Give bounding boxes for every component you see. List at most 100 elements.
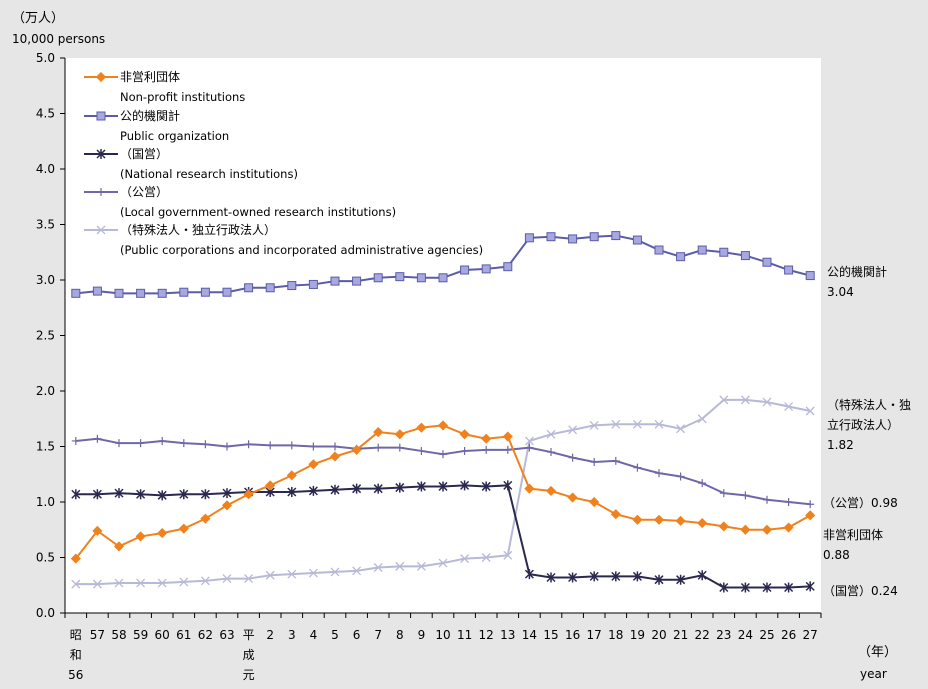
legend-label: （公営） <box>120 185 168 199</box>
data-point <box>697 518 708 529</box>
data-point <box>157 528 168 539</box>
data-point <box>352 276 362 286</box>
data-point <box>395 443 404 452</box>
x-axis-label-jp: （年） <box>858 645 897 660</box>
data-point <box>805 406 815 416</box>
data-point <box>719 582 729 593</box>
data-point <box>222 488 232 499</box>
data-point <box>330 276 340 286</box>
data-point <box>439 450 447 459</box>
data-point <box>460 480 470 491</box>
data-point <box>352 566 362 576</box>
data-point <box>373 563 383 572</box>
data-point <box>589 232 599 242</box>
data-point <box>503 480 513 491</box>
x-tick-label: 15 <box>543 628 558 642</box>
x-tick-label: 23 <box>716 628 731 642</box>
data-point <box>784 402 794 411</box>
x-tick-label: 16 <box>565 628 580 642</box>
end-label-public-total-value: 3.04 <box>827 285 854 299</box>
data-point <box>113 541 125 552</box>
data-point <box>287 487 297 498</box>
legend-label-en: (Local government-owned research institu… <box>120 205 396 219</box>
data-point <box>71 579 81 589</box>
data-point <box>157 578 167 588</box>
data-point <box>741 491 750 500</box>
data-point <box>632 419 642 429</box>
data-point <box>589 496 600 508</box>
data-point <box>438 558 448 568</box>
data-point <box>93 434 102 443</box>
data-point <box>460 265 470 275</box>
x-tick-label: 12 <box>479 628 494 642</box>
x-tick-label: 62 <box>198 628 213 642</box>
y-tick-label: 4.5 <box>36 107 55 121</box>
data-point <box>287 281 297 291</box>
data-point <box>265 283 275 293</box>
data-point <box>633 463 642 472</box>
data-point <box>136 439 145 448</box>
data-point <box>806 500 815 509</box>
data-point <box>178 523 189 534</box>
data-point <box>762 582 772 593</box>
data-point <box>546 572 556 583</box>
data-point <box>805 510 816 521</box>
data-point <box>114 288 124 298</box>
data-point <box>200 576 210 586</box>
data-point <box>719 395 729 405</box>
data-point <box>676 472 685 481</box>
data-point <box>244 283 254 293</box>
data-point <box>287 441 296 450</box>
data-point <box>373 273 383 283</box>
data-point <box>568 453 577 462</box>
data-point <box>286 470 297 481</box>
data-point <box>92 579 102 589</box>
legend: 非営利団体 Non-profit institutions 公的機関計 Public … <box>84 70 483 257</box>
data-point <box>92 286 102 296</box>
y-tick-label: 3.0 <box>36 273 55 287</box>
x-tick-label: 平 <box>243 628 255 642</box>
data-point <box>200 489 210 500</box>
data-point <box>92 525 103 536</box>
series-0 <box>70 420 816 564</box>
data-point <box>761 524 773 535</box>
x-tick-label: 26 <box>781 628 796 642</box>
x-tick-label: 61 <box>176 628 191 642</box>
data-point <box>632 235 642 245</box>
end-labels: 公的機関計 3.04 （特殊法人・独 立行政法人） 1.82 （公営）0.98 … <box>823 264 911 598</box>
data-point <box>459 429 470 440</box>
end-label-nonprofit-name: 非営利団体 <box>823 528 883 542</box>
data-point <box>676 574 686 585</box>
data-point <box>416 561 426 571</box>
x-tick-label: 8 <box>396 628 404 642</box>
data-point <box>524 569 534 580</box>
x-tick-label: 和 <box>70 648 82 662</box>
data-point <box>719 247 729 257</box>
data-point <box>568 234 578 244</box>
data-point <box>568 572 578 583</box>
data-point <box>308 485 318 496</box>
data-point <box>92 489 102 500</box>
data-point <box>481 481 491 492</box>
data-point <box>524 483 535 494</box>
data-point <box>697 570 707 581</box>
legend-label-en: Public organization <box>120 129 229 143</box>
data-point <box>546 232 556 242</box>
data-point <box>438 481 448 492</box>
x-tick-label: 17 <box>587 628 602 642</box>
end-label-nonprofit-value: 0.88 <box>823 548 850 562</box>
x-tick-label: 24 <box>738 628 753 642</box>
data-point <box>351 444 362 455</box>
data-point <box>762 397 772 407</box>
data-point <box>503 262 513 272</box>
y-tick-label: 4.0 <box>36 162 55 176</box>
data-point <box>395 272 405 282</box>
data-point <box>763 495 771 504</box>
x-tick-label: 63 <box>219 628 234 642</box>
end-label-local: （公営）0.98 <box>823 496 898 510</box>
data-point <box>136 288 146 298</box>
data-point <box>611 456 620 465</box>
data-point <box>71 489 81 500</box>
data-point <box>740 524 751 535</box>
